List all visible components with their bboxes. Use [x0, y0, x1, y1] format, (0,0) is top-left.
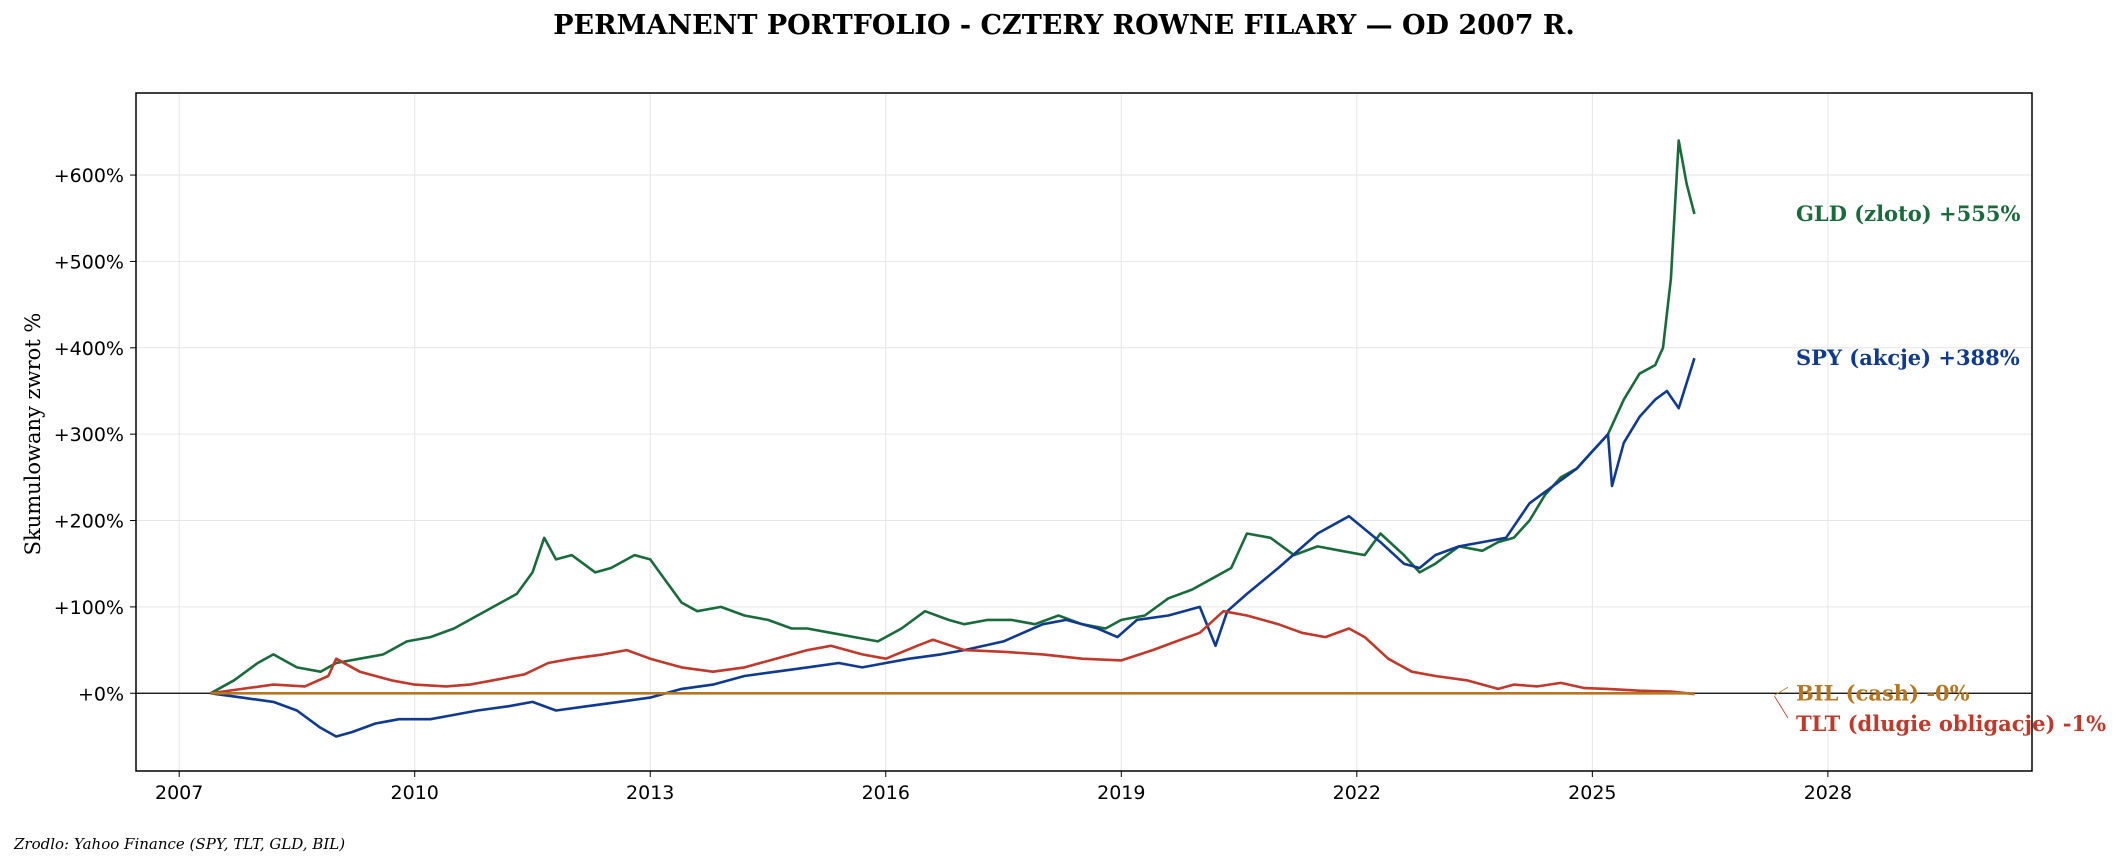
y-tick-label: +400% [54, 338, 124, 360]
series-line-spy [210, 357, 1696, 738]
series-lines [209, 139, 1696, 738]
y-axis-label: Skumulowany zwrot % [21, 313, 45, 556]
x-axis: 2007 2010 2013 2016 2019 2022 2025 2028 [155, 771, 1852, 804]
y-tick-label: +200% [54, 511, 124, 533]
x-tick-label: 2013 [626, 782, 674, 804]
end-label-spy: SPY (akcje) +388% [1796, 345, 2020, 370]
chart-title: PERMANENT PORTFOLIO - CZTERY ROWNE FILAR… [553, 10, 1575, 41]
y-tick-label: +100% [54, 597, 124, 619]
end-label-leader [1774, 695, 1789, 719]
end-label-tlt: TLT (dlugie obligacje) -1% [1796, 711, 2106, 736]
end-label-gld: GLD (zloto) +555% [1796, 201, 2020, 226]
series-line-tlt [210, 609, 1695, 696]
x-tick-label: 2025 [1568, 782, 1616, 804]
x-tick-label: 2022 [1333, 782, 1381, 804]
x-tick-label: 2019 [1097, 782, 1145, 804]
series-line-gld [209, 139, 1696, 695]
y-tick-label: +500% [54, 251, 124, 273]
end-labels: GLD (zloto) +555% SPY (akcje) +388% TLT (d… [1774, 201, 2106, 736]
x-tick-label: 2010 [391, 782, 439, 804]
x-tick-label: 2007 [155, 782, 203, 804]
plot-frame [135, 92, 2033, 772]
y-tick-label: +600% [54, 165, 124, 187]
y-axis: +0% +100% +200% +300% +400% +500% +600% [54, 165, 136, 705]
x-tick-label: 2016 [862, 782, 910, 804]
end-label-leader [1774, 686, 1789, 696]
y-tick-label: +0% [78, 683, 124, 705]
x-tick-label: 2028 [1804, 782, 1852, 804]
y-tick-label: +300% [54, 424, 124, 446]
grid [136, 93, 2032, 771]
source-note: Zrodlo: Yahoo Finance (SPY, TLT, GLD, BI… [13, 835, 345, 853]
end-label-bil: BIL (cash) -0% [1796, 680, 1970, 705]
